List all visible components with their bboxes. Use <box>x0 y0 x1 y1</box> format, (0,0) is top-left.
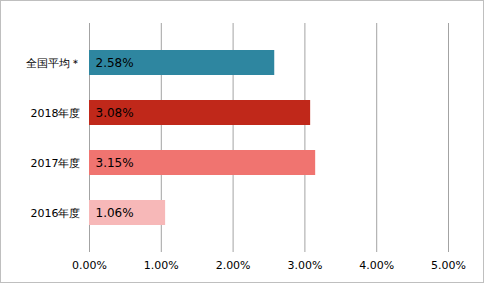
svg-text:全国平均＊: 全国平均＊ <box>26 57 81 70</box>
svg-text:2016年度: 2016年度 <box>31 207 81 220</box>
svg-text:0.00%: 0.00% <box>72 259 107 272</box>
svg-text:2017年度: 2017年度 <box>31 157 81 170</box>
svg-text:2.58%: 2.58% <box>96 56 134 70</box>
svg-text:1.00%: 1.00% <box>144 259 179 272</box>
svg-text:3.00%: 3.00% <box>287 259 322 272</box>
svg-text:3.15%: 3.15% <box>96 156 134 170</box>
svg-text:2.00%: 2.00% <box>216 259 251 272</box>
svg-text:3.08%: 3.08% <box>96 106 134 120</box>
svg-text:1.06%: 1.06% <box>96 206 134 220</box>
svg-text:4.00%: 4.00% <box>359 259 394 272</box>
svg-text:5.00%: 5.00% <box>431 259 466 272</box>
svg-text:2018年度: 2018年度 <box>31 107 81 120</box>
